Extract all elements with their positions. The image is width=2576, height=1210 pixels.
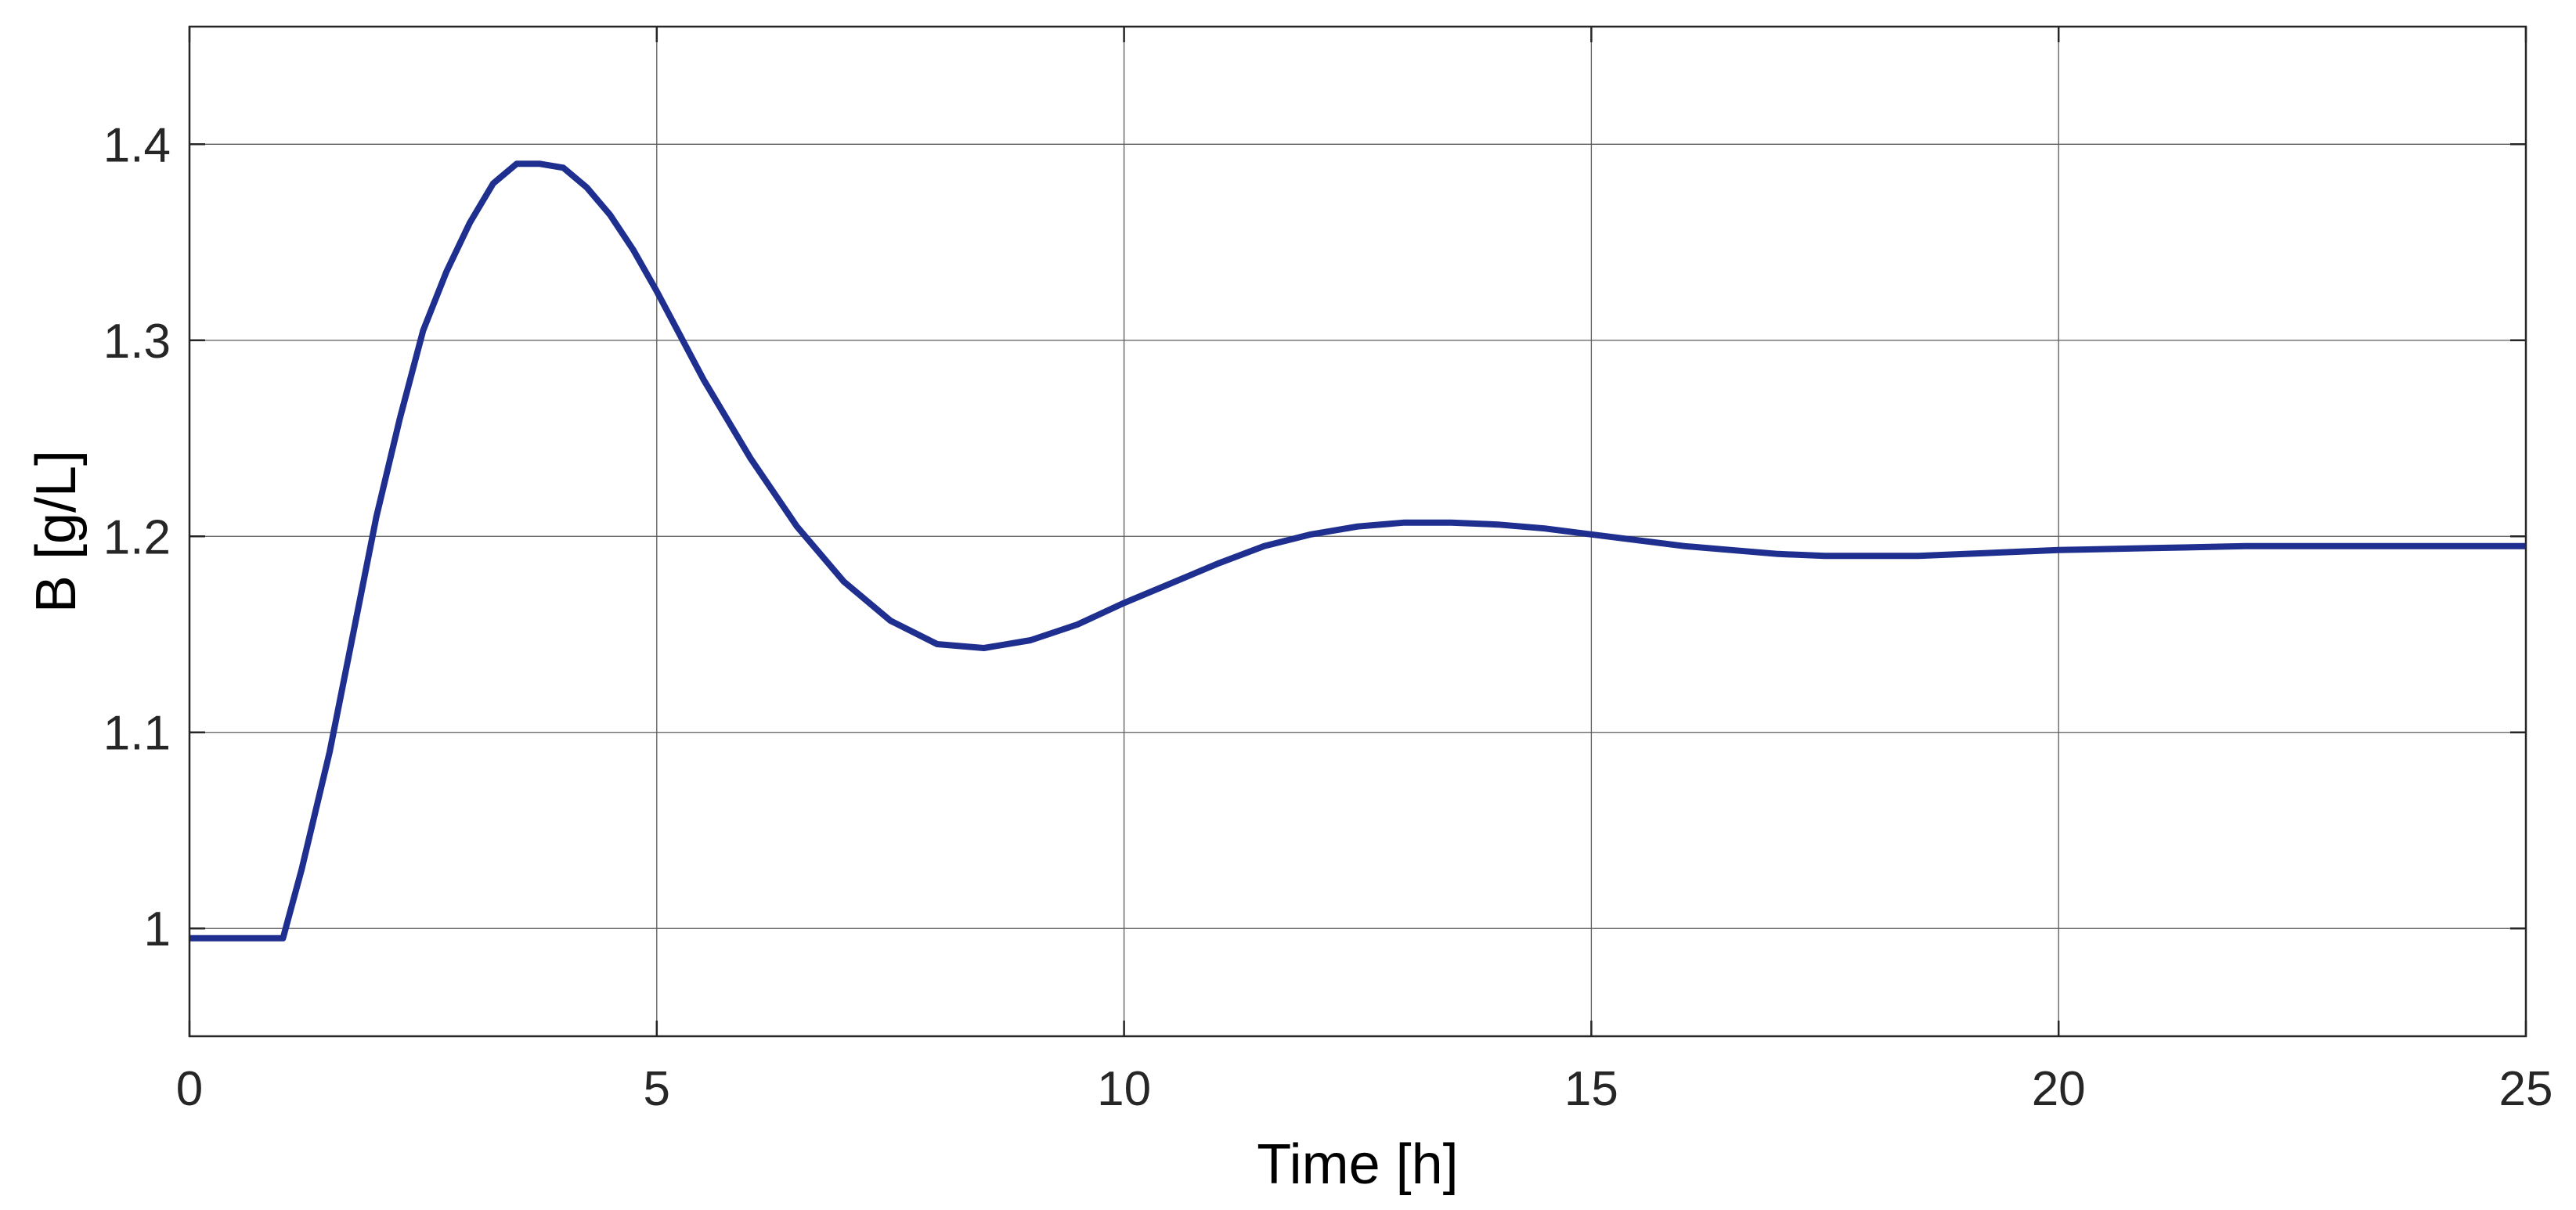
y-tick-label: 1.3 — [103, 315, 171, 369]
y-tick-label: 1.2 — [103, 510, 171, 564]
x-tick-label: 10 — [1097, 1062, 1151, 1116]
plot-area-frame — [188, 25, 2527, 1038]
series-line — [189, 160, 2526, 942]
series-lines — [189, 160, 2526, 942]
y-tick-label: 1 — [144, 902, 171, 956]
y-tick-label: 1.1 — [103, 707, 171, 761]
y-tick-label: 1.4 — [103, 118, 171, 172]
y-tick-labels: 1 1.1 1.2 1.3 1.4 — [103, 118, 171, 956]
x-tick-label: 15 — [1564, 1062, 1618, 1116]
gridlines — [189, 27, 2526, 1036]
x-tick-label: 0 — [176, 1062, 203, 1116]
tick-marks — [188, 27, 2527, 1036]
x-tick-label: 20 — [2032, 1062, 2086, 1116]
y-axis-label: B [g/L] — [25, 450, 88, 613]
x-axis-label: Time [h] — [1257, 1133, 1458, 1196]
x-tick-label: 25 — [2499, 1062, 2553, 1116]
x-tick-label: 5 — [644, 1062, 670, 1116]
x-tick-labels: 0 5 10 15 20 25 — [176, 1062, 2553, 1116]
